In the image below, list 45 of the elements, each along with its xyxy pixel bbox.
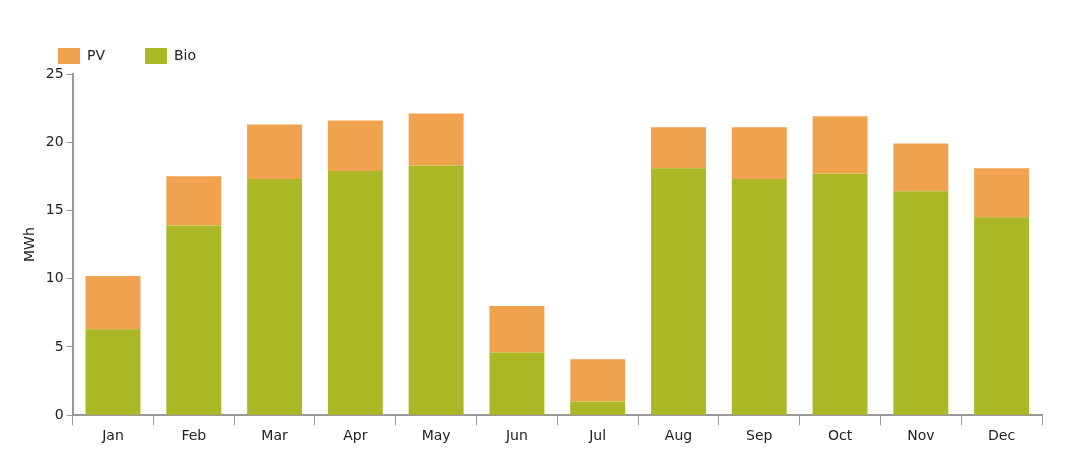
bar	[731, 179, 787, 415]
bar	[731, 127, 787, 180]
bar	[166, 176, 222, 226]
x-tick-label: Apr	[343, 427, 368, 444]
bar	[651, 127, 706, 169]
y-tick-label: 0	[54, 405, 64, 422]
y-tick-label: 10	[45, 269, 64, 286]
bar	[247, 179, 303, 415]
y-tick-label: 15	[45, 201, 64, 218]
bar	[247, 124, 303, 180]
x-tick-label: Aug	[664, 427, 693, 444]
bar	[570, 359, 626, 402]
bar	[974, 168, 1030, 218]
x-tick-label: Feb	[181, 427, 207, 444]
bar	[408, 165, 464, 415]
bar	[893, 191, 949, 415]
x-tick-label: Nov	[907, 427, 935, 444]
bar	[812, 116, 868, 174]
x-tick-label: Sep	[746, 427, 773, 444]
bar	[85, 275, 141, 330]
legend-label: Bio	[174, 46, 197, 63]
y-axis-title: MWh	[21, 227, 38, 262]
legend-label: PV	[87, 46, 106, 63]
bar	[408, 113, 464, 166]
bar	[651, 168, 706, 415]
bar	[166, 225, 222, 415]
y-tick-label: 5	[54, 337, 64, 354]
bar	[489, 352, 545, 415]
x-tick-label: Oct	[827, 427, 853, 444]
bar	[812, 173, 868, 415]
bar	[974, 217, 1030, 415]
x-tick-label: Jul	[588, 427, 607, 444]
x-tick-label: Mar	[261, 427, 289, 444]
bar	[85, 329, 141, 415]
bar	[570, 401, 626, 415]
bar	[893, 143, 949, 192]
x-tick-label: Jan	[101, 427, 124, 444]
bar	[327, 170, 383, 415]
bar	[489, 306, 545, 353]
x-tick-label: Dec	[988, 427, 1016, 444]
y-tick-label: 20	[45, 132, 64, 149]
x-tick-label: May	[421, 427, 451, 444]
y-tick-label: 25	[45, 64, 64, 81]
bar	[327, 120, 383, 171]
x-tick-label: Jun	[504, 427, 528, 444]
